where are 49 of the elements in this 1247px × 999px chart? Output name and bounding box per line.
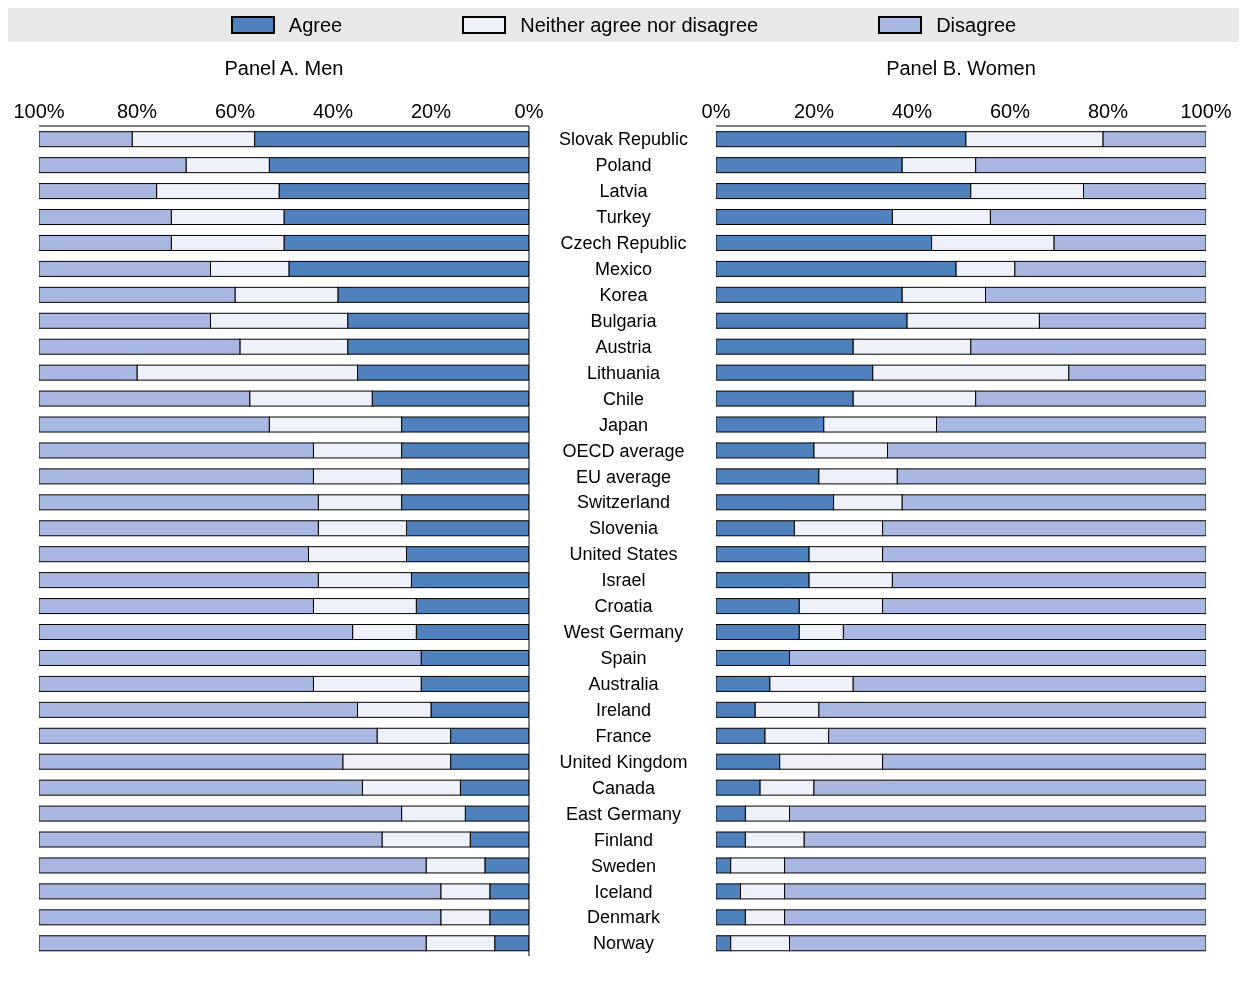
chart-title: Panel A. Men (223, 56, 345, 81)
y-tick-label: France (595, 725, 652, 746)
x-tick-label: 0% (701, 100, 731, 122)
chart-title: Panel B. Women (885, 56, 1037, 81)
y-tick-label: Sweden (590, 855, 657, 876)
y-tick-label: Switzerland (576, 492, 671, 513)
y-tick-label: East Germany (565, 803, 682, 824)
legend-label: Disagree (936, 13, 1017, 37)
y-tick-label: United Kingdom (559, 751, 688, 772)
x-tick-label: 40% (312, 100, 354, 122)
x-tick-label: 0% (514, 100, 544, 122)
y-tick-label: Mexico (594, 259, 653, 280)
x-tick-label: 60% (214, 100, 256, 122)
y-tick-label: Slovak Republic (558, 129, 689, 150)
y-tick-label: Norway (592, 933, 655, 954)
y-tick-label: Israel (601, 570, 646, 591)
y-tick-label: Korea (599, 284, 649, 305)
y-tick-label: Slovenia (588, 518, 660, 539)
x-tick-label: 100% (13, 100, 65, 122)
y-tick-label: Ireland (595, 699, 652, 720)
y-tick-label: Austria (595, 336, 653, 357)
y-tick-label: Croatia (594, 596, 654, 617)
x-tick-label: 40% (891, 100, 933, 122)
y-tick-label: Iceland (594, 881, 653, 902)
y-tick-label: Chile (602, 388, 645, 409)
y-tick-label: Lithuania (586, 362, 662, 383)
y-tick-label: Finland (593, 829, 654, 850)
x-tick-label: 60% (989, 100, 1031, 122)
x-tick-label: 20% (410, 100, 452, 122)
x-tick-label: 80% (1087, 100, 1129, 122)
y-tick-label: Denmark (586, 907, 661, 928)
legend-label: Agree (288, 13, 343, 37)
legend-label: Neither agree nor disagree (520, 13, 759, 37)
y-tick-label: Spain (600, 648, 647, 669)
y-tick-label: Latvia (599, 181, 649, 202)
y-tick-label: Bulgaria (590, 310, 658, 331)
y-tick-label: West Germany (563, 622, 684, 643)
y-tick-label: Canada (591, 777, 657, 798)
y-tick-label: Japan (598, 414, 649, 435)
y-tick-label: Turkey (596, 207, 651, 228)
y-tick-label: Czech Republic (560, 233, 687, 254)
y-tick-label: Poland (595, 155, 652, 176)
y-tick-label: EU average (575, 466, 672, 487)
y-tick-label: United States (569, 544, 678, 565)
x-tick-label: 80% (116, 100, 158, 122)
y-tick-label: OECD average (562, 440, 685, 461)
x-tick-label: 100% (1180, 100, 1232, 122)
y-tick-label: Australia (588, 674, 660, 695)
x-tick-label: 20% (793, 100, 835, 122)
